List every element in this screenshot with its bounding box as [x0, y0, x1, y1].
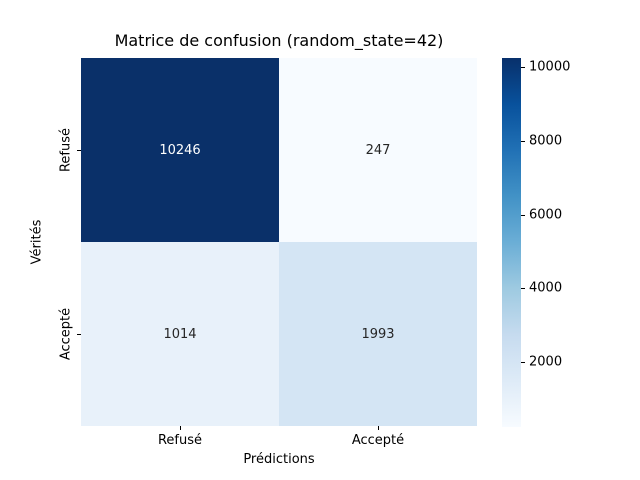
x-tick-label-accepte: Accepté	[351, 433, 405, 448]
heatmap-cell-refuse-accepte: 247	[279, 58, 477, 242]
heatmap-cell-accepte-refuse: 1014	[81, 242, 279, 426]
colorbar-tick-label: 6000	[529, 207, 563, 223]
colorbar-tick-label: 8000	[529, 133, 563, 149]
colorbar-tick-label: 10000	[529, 59, 571, 75]
colorbar-tick	[521, 288, 525, 289]
y-axis-tick	[77, 150, 81, 151]
heatmap-cell-accepte-accepte: 1993	[279, 242, 477, 426]
heatmap-cell-refuse-refuse: 10246	[81, 58, 279, 242]
x-axis-tick	[180, 426, 181, 430]
y-tick-label-refuse: Refusé	[58, 127, 74, 173]
colorbar-tick-label: 2000	[529, 354, 563, 370]
colorbar	[502, 58, 521, 427]
y-tick-label-accepte: Accepté	[58, 307, 74, 361]
y-axis-tick	[77, 334, 81, 335]
chart-title: Matrice de confusion (random_state=42)	[114, 31, 444, 50]
colorbar-tick	[521, 67, 525, 68]
y-axis-label: Vérités	[29, 219, 45, 265]
x-axis-tick	[378, 426, 379, 430]
colorbar-tick	[521, 141, 525, 142]
x-tick-label-refuse: Refusé	[157, 433, 203, 448]
colorbar-tick-label: 4000	[529, 280, 563, 296]
x-axis-label: Prédictions	[243, 452, 315, 467]
colorbar-tick	[521, 362, 525, 363]
colorbar-tick	[521, 215, 525, 216]
heatmap-grid: 10246 247 1014 1993	[81, 58, 477, 426]
